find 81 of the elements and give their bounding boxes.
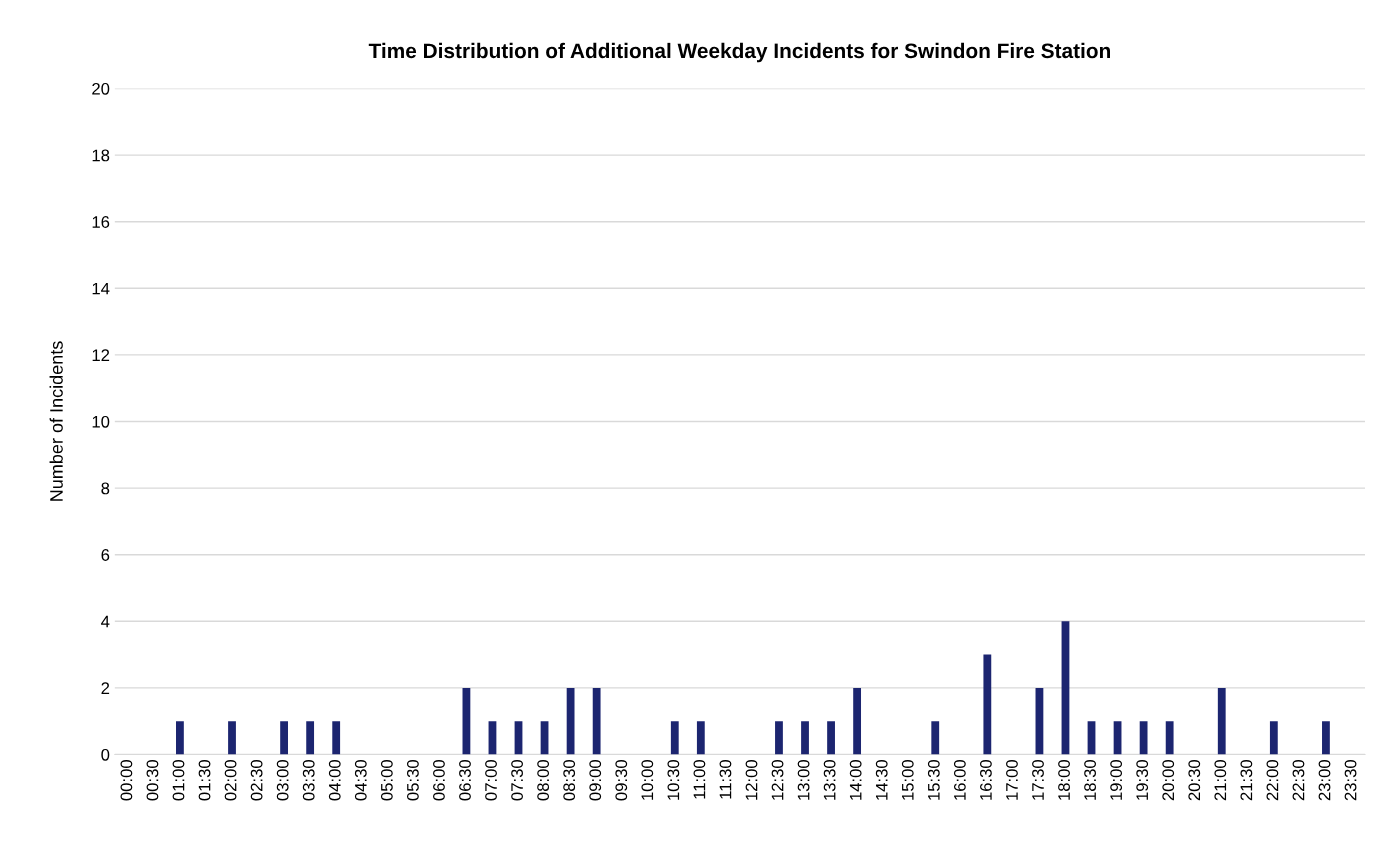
y-tick-label: 16	[92, 216, 110, 228]
bar	[592, 687, 601, 755]
x-tick-label: 01:30	[198, 759, 211, 801]
bar	[670, 721, 679, 755]
x-tick-label: 03:00	[276, 759, 289, 801]
x-tick-label: 17:30	[1032, 759, 1044, 800]
bar	[332, 721, 341, 755]
x-tick-label: 14:30	[875, 759, 888, 800]
bar	[696, 721, 705, 755]
x-tick-label: 05:00	[380, 759, 393, 801]
y-tick-label: 0	[101, 748, 110, 761]
x-tick-label: 20:00	[1162, 759, 1175, 801]
x-tick-label: 00:00	[120, 759, 133, 801]
bar	[228, 721, 236, 755]
bar	[176, 721, 184, 755]
x-tick-label: 12:00	[745, 759, 758, 800]
x-tick-label: 17:00	[1006, 759, 1018, 800]
x-tick-label: 11:00	[693, 759, 706, 799]
x-tick-label: 06:30	[459, 759, 471, 801]
bar	[931, 721, 940, 755]
x-tick-label: 04:30	[354, 759, 367, 801]
x-tick-label: 01:00	[172, 759, 185, 801]
bar	[827, 721, 835, 755]
bar	[1217, 687, 1226, 755]
bar	[801, 721, 809, 755]
x-tick-label: 11:30	[719, 759, 732, 799]
x-tick-label: 15:30	[927, 759, 940, 800]
bar	[1322, 721, 1330, 755]
x-tick-label: 00:30	[146, 759, 159, 801]
bar	[306, 721, 315, 755]
x-tick-label: 10:30	[667, 759, 680, 800]
x-tick-label: 16:00	[953, 759, 966, 800]
y-tick-label: 12	[92, 349, 110, 361]
y-tick-label: 4	[101, 615, 110, 628]
x-tick-label: 18:30	[1084, 759, 1096, 800]
x-tick-label: 19:30	[1136, 759, 1149, 800]
x-tick-label: 13:30	[823, 759, 836, 800]
x-tick-label: 08:30	[563, 759, 576, 801]
x-tick-label: 06:00	[433, 759, 445, 801]
y-tick-label: 20	[92, 82, 110, 95]
y-tick-label: 6	[101, 549, 110, 561]
x-tick-label: 07:30	[511, 759, 523, 801]
x-tick-label: 18:00	[1058, 759, 1070, 800]
bar	[853, 687, 862, 755]
y-tick-label: 10	[92, 415, 110, 428]
x-tick-label: 23:00	[1318, 759, 1331, 801]
y-tick-label: 2	[101, 682, 110, 694]
bar	[1269, 721, 1278, 755]
bar	[1165, 721, 1174, 755]
bar	[983, 654, 992, 755]
x-tick-label: 05:30	[407, 759, 419, 801]
x-tick-label: 16:30	[980, 759, 992, 800]
y-tick-label: 14	[92, 282, 110, 295]
x-tick-label: 12:30	[771, 759, 784, 800]
chart-title: Time Distribution of Additional Weekday Incidents for Swindon Fire Station	[368, 42, 1110, 63]
x-tick-label: 02:30	[250, 759, 263, 801]
x-tick-label: 14:00	[849, 759, 862, 800]
x-tick-label: 19:00	[1110, 759, 1123, 800]
x-tick-label: 04:00	[328, 759, 341, 801]
x-tick-label: 22:30	[1292, 759, 1305, 801]
x-tick-label: 22:00	[1266, 759, 1279, 801]
x-tick-label: 09:30	[615, 759, 628, 801]
x-tick-label: 10:00	[641, 759, 654, 800]
y-tick-label: 8	[101, 482, 110, 495]
bar	[775, 721, 783, 755]
x-tick-label: 20:30	[1188, 759, 1201, 801]
bar	[280, 721, 288, 755]
x-tick-label: 23:30	[1344, 759, 1357, 801]
x-tick-label: 09:00	[589, 759, 602, 801]
bar	[566, 687, 575, 755]
x-tick-label: 02:00	[224, 759, 237, 801]
x-tick-label: 03:30	[302, 759, 315, 801]
y-tick-label: 18	[92, 149, 110, 162]
x-tick-label: 15:00	[901, 759, 914, 800]
x-tick-label: 21:30	[1240, 759, 1253, 801]
x-tick-label: 13:00	[797, 759, 810, 800]
x-tick-label: 07:00	[485, 759, 497, 801]
x-tick-label: 21:00	[1214, 759, 1227, 801]
x-tick-label: 08:00	[537, 759, 550, 801]
y-axis-title: Number of Incidents	[49, 341, 63, 501]
bar	[1139, 721, 1148, 755]
